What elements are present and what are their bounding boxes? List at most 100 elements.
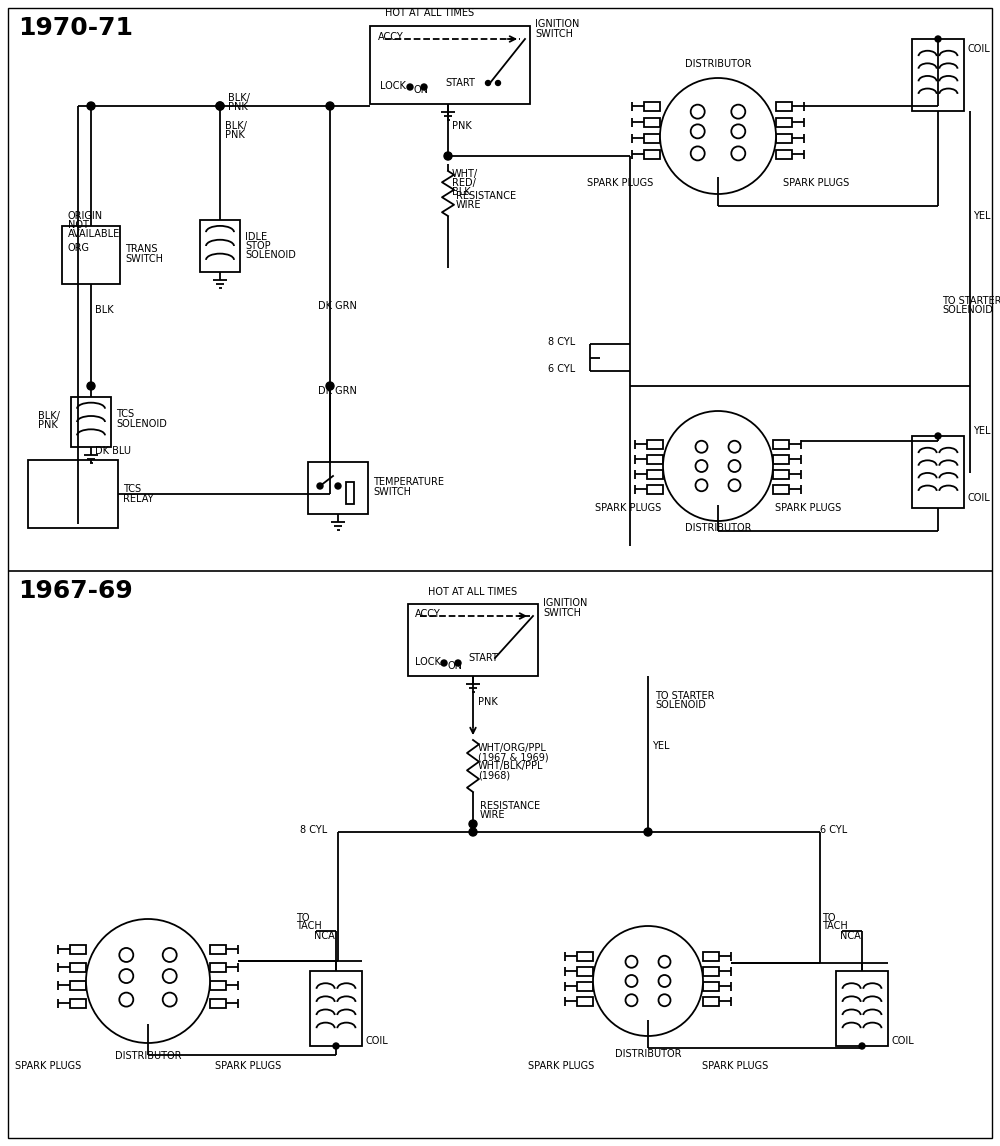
Bar: [210, 998, 226, 1007]
Circle shape: [444, 152, 452, 160]
Circle shape: [731, 147, 745, 160]
Text: DISTRIBUTOR: DISTRIBUTOR: [685, 58, 751, 69]
Text: ORG: ORG: [68, 243, 90, 253]
Bar: [70, 998, 86, 1007]
Circle shape: [455, 660, 461, 666]
Text: TACH: TACH: [822, 921, 848, 931]
Text: START: START: [468, 653, 498, 664]
Text: DISTRIBUTOR: DISTRIBUTOR: [115, 1051, 181, 1061]
Text: STOP: STOP: [245, 241, 271, 251]
Bar: [644, 118, 660, 126]
Circle shape: [663, 411, 773, 521]
Circle shape: [86, 919, 210, 1043]
Bar: [28, 460, 118, 528]
Text: WIRE: WIRE: [456, 201, 482, 210]
Text: COIL: COIL: [968, 44, 991, 54]
Bar: [408, 604, 538, 676]
Text: SPARK PLUGS: SPARK PLUGS: [775, 503, 841, 513]
Bar: [703, 966, 719, 975]
Text: DISTRIBUTOR: DISTRIBUTOR: [685, 523, 751, 533]
Bar: [776, 149, 792, 158]
Circle shape: [163, 992, 177, 1006]
Bar: [370, 26, 530, 104]
Text: HOT AT ALL TIMES: HOT AT ALL TIMES: [385, 8, 475, 18]
Text: ACCY: ACCY: [415, 609, 441, 619]
Bar: [703, 951, 719, 960]
Text: NOT: NOT: [68, 220, 89, 230]
Circle shape: [696, 479, 708, 492]
Bar: [836, 971, 888, 1046]
Circle shape: [469, 829, 477, 835]
Bar: [912, 39, 964, 111]
Circle shape: [644, 829, 652, 835]
Bar: [346, 482, 354, 504]
Text: TEMPERATURE: TEMPERATURE: [373, 477, 444, 487]
Circle shape: [441, 660, 447, 666]
Circle shape: [421, 84, 427, 91]
Text: SWITCH: SWITCH: [535, 29, 573, 39]
Circle shape: [333, 1043, 339, 1049]
Circle shape: [935, 433, 941, 439]
Bar: [647, 440, 663, 448]
Text: WIRE: WIRE: [480, 810, 506, 821]
Bar: [647, 470, 663, 479]
Circle shape: [469, 821, 477, 829]
Circle shape: [626, 975, 638, 987]
Text: TO: TO: [296, 913, 310, 923]
Text: BLK/: BLK/: [38, 411, 60, 421]
Text: 1970-71: 1970-71: [18, 16, 133, 40]
Bar: [70, 981, 86, 989]
Text: TO: TO: [822, 913, 836, 923]
Text: TCS: TCS: [123, 484, 141, 494]
Circle shape: [626, 995, 638, 1006]
Text: IGNITION: IGNITION: [543, 598, 587, 609]
Circle shape: [486, 80, 490, 86]
Circle shape: [658, 975, 670, 987]
Text: TCS: TCS: [116, 409, 134, 419]
Bar: [62, 226, 120, 284]
Bar: [703, 997, 719, 1005]
Text: IDLE: IDLE: [245, 231, 267, 242]
Circle shape: [731, 125, 745, 139]
Text: 6 CYL: 6 CYL: [548, 364, 575, 374]
Text: PNK: PNK: [38, 419, 58, 430]
Text: NCA: NCA: [840, 931, 861, 941]
Text: BLK: BLK: [452, 187, 471, 197]
Bar: [70, 963, 86, 972]
Text: PNK: PNK: [452, 121, 472, 131]
Text: SPARK PLUGS: SPARK PLUGS: [702, 1061, 768, 1072]
Circle shape: [731, 104, 745, 119]
Circle shape: [119, 970, 133, 983]
Text: WHT/BLK/PPL: WHT/BLK/PPL: [478, 761, 544, 771]
Text: RESISTANCE: RESISTANCE: [480, 801, 540, 811]
Text: NCA: NCA: [314, 931, 335, 941]
Circle shape: [335, 482, 341, 489]
Bar: [577, 997, 593, 1005]
Text: ON: ON: [413, 85, 428, 95]
Text: PNK: PNK: [228, 102, 248, 112]
Circle shape: [163, 948, 177, 961]
Bar: [308, 462, 368, 515]
Circle shape: [728, 441, 740, 453]
Circle shape: [119, 992, 133, 1006]
Text: IGNITION: IGNITION: [535, 19, 579, 29]
Text: START: START: [445, 78, 475, 88]
Bar: [70, 944, 86, 953]
Text: RESISTANCE: RESISTANCE: [456, 191, 516, 201]
Bar: [776, 118, 792, 126]
Bar: [644, 133, 660, 142]
Text: BLK: BLK: [95, 305, 114, 315]
Text: RED/: RED/: [452, 178, 476, 188]
Circle shape: [496, 80, 501, 86]
Circle shape: [626, 956, 638, 967]
Circle shape: [326, 102, 334, 110]
Bar: [773, 440, 789, 448]
Text: DISTRIBUTOR: DISTRIBUTOR: [615, 1049, 681, 1059]
Text: SWITCH: SWITCH: [125, 254, 163, 264]
Circle shape: [691, 104, 705, 119]
Bar: [647, 455, 663, 463]
Circle shape: [696, 441, 708, 453]
Text: SOLENOID: SOLENOID: [245, 250, 296, 260]
Text: LOCK: LOCK: [415, 657, 441, 667]
Text: COIL: COIL: [892, 1036, 915, 1046]
